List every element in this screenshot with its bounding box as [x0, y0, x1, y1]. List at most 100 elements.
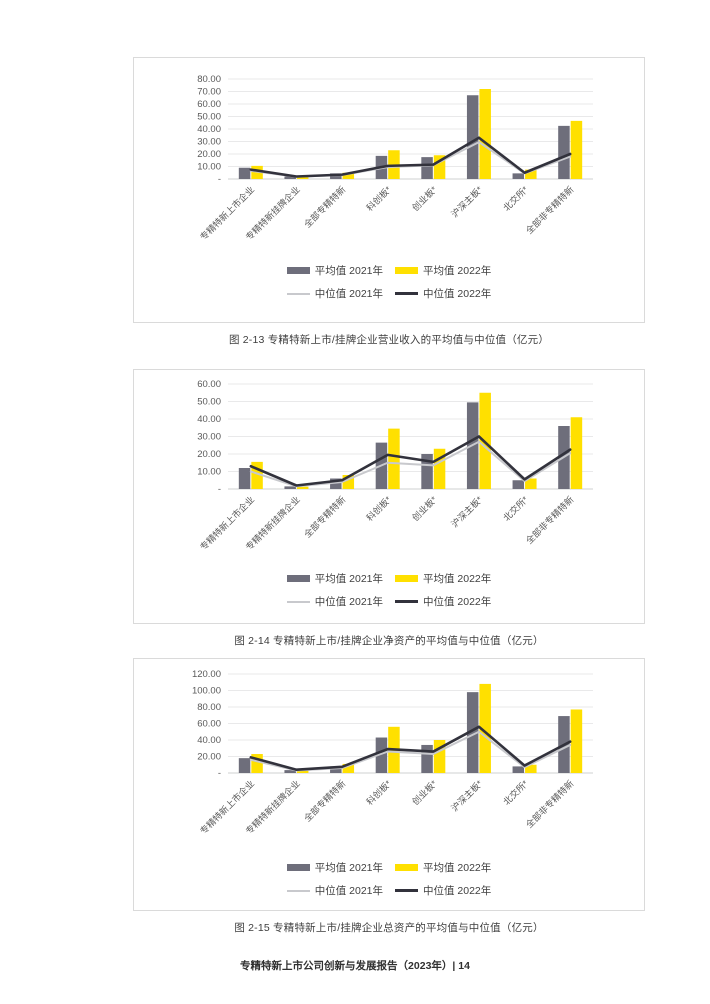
line-med-2022: [249, 435, 572, 487]
y-tick-label: 30.00: [197, 432, 221, 443]
bar-avg-2021: [512, 480, 525, 489]
y-tick-label: 20.00: [197, 449, 221, 460]
x-category-label: 全部非专精特新: [523, 494, 575, 546]
bar-avg-2021: [466, 95, 479, 179]
bar-avg-2022: [433, 155, 446, 179]
x-category-label: 创业板*: [409, 493, 439, 523]
line-med-2022: [249, 725, 572, 771]
y-tick-label: 10.00: [197, 162, 221, 173]
bar-avg-2021: [421, 454, 433, 489]
bar-avg-2021: [466, 692, 479, 773]
y-tick-label: 120.00: [192, 669, 221, 680]
bar-avg-2021: [284, 176, 296, 179]
legend-entry-med-2022: 中位值 2022年: [395, 883, 491, 898]
bar-avg-2021: [421, 157, 433, 179]
bar-avg-2022: [525, 764, 537, 773]
bar-avg-2022: [296, 176, 309, 179]
legend-row-med: 中位值 2021年 中位值 2022年: [286, 286, 492, 301]
bar-avg-2022: [342, 763, 355, 773]
legend-label-med-2021: 中位值 2021年: [314, 288, 383, 300]
legend-entry-med-2021: 中位值 2021年: [286, 594, 383, 609]
bar-avg-2022: [479, 89, 491, 179]
chart-legend: 平均值 2021年 平均值 2022年 中位值 2021年 中位值 2022年: [286, 263, 492, 301]
chart-2-15-canvas: -20.0040.0060.0080.00100.00120.00专精特新上市企…: [192, 669, 593, 836]
bar-avg-2022: [570, 417, 583, 489]
legend-swatch-med-2021-icon: [286, 600, 310, 603]
x-category-label: 北交所*: [501, 183, 531, 213]
y-tick-label: 30.00: [197, 137, 221, 148]
legend-label-avg-2021: 平均值 2021年: [314, 573, 383, 585]
line-med-2022: [249, 136, 572, 178]
legend-row-med: 中位值 2021年 中位值 2022年: [286, 594, 491, 609]
bar-avg-2022: [342, 475, 355, 489]
legend-label-avg-2021: 平均值 2021年: [314, 862, 383, 874]
legend-label-avg-2022: 平均值 2022年: [423, 265, 492, 277]
bar-avg-2021: [330, 478, 342, 489]
y-tick-label: -: [218, 484, 221, 495]
legend-label-avg-2022: 平均值 2022年: [423, 573, 492, 585]
bar-avg-2022: [251, 461, 263, 489]
chart-frame-2-13: -10.00 20.00 30.00 40.00 50.00 60.00 70.00 80.0…: [133, 57, 645, 323]
bar-avg-2022: [342, 172, 355, 179]
y-tick-label: 10.00: [197, 467, 221, 478]
x-category-label: 全部专精特新: [302, 494, 348, 540]
legend-row-med: 中位值 2021年 中位值 2022年: [286, 883, 491, 898]
y-tick-label: 60.00: [197, 99, 221, 110]
x-category-label: 创业板*: [409, 777, 439, 807]
bar-avg-2022: [296, 770, 309, 773]
figure-2-15-caption: 图 2-15 专精特新上市/挂牌企业总资产的平均值与中位值（亿元）: [234, 922, 544, 934]
legend-label-med-2022: 中位值 2022年: [423, 885, 492, 897]
legend-entry-avg-2022: 平均值 2022年: [395, 860, 491, 875]
x-category-label: 沪深主板*: [449, 777, 485, 813]
legend-swatch-med-2022-icon: [395, 292, 418, 295]
y-tick-label: 80.00: [197, 74, 221, 85]
bar-avg-2021: [284, 770, 296, 773]
legend-label-med-2022: 中位值 2022年: [423, 288, 492, 300]
y-tick-label: 100.00: [192, 686, 221, 697]
figure-2-13: -10.00 20.00 30.00 40.00 50.00 60.00 70.00 80.0…: [133, 57, 645, 347]
legend-swatch-avg-2022-icon: [395, 575, 418, 582]
y-tick-label: 40.00: [197, 735, 221, 746]
y-tick-label: 50.00: [197, 112, 221, 123]
y-tick-label: 20.00: [197, 752, 221, 763]
chart-frame-2-15: -20.00 40.00 60.00 80.00 100.00 120.00 专精特新上市企…: [133, 658, 645, 911]
legend-swatch-avg-2021-icon: [286, 575, 310, 582]
legend-swatch-avg-2021-icon: [286, 864, 310, 871]
bar-avg-2021: [284, 486, 296, 489]
y-tick-label: 40.00: [197, 124, 221, 135]
bar-avg-2022: [296, 486, 309, 489]
legend-swatch-med-2022-icon: [395, 600, 418, 603]
legend-entry-avg-2021: 平均值 2021年: [286, 263, 383, 278]
y-tick-label: 20.00: [197, 149, 221, 160]
legend-row-avg: 平均值 2021年 平均值 2022年: [286, 571, 491, 586]
figure-2-14-caption: 图 2-14 专精特新上市/挂牌企业净资产的平均值与中位值（亿元）: [234, 635, 544, 647]
bar-avg-2022: [388, 428, 400, 489]
y-tick-label: -: [218, 174, 221, 185]
bar-avg-2021: [238, 468, 251, 489]
x-category-label: 创业板*: [409, 183, 439, 213]
bar-avg-2022: [525, 169, 537, 179]
legend-entry-avg-2022: 平均值 2022年: [395, 571, 491, 586]
bar-avg-2022: [433, 448, 446, 489]
y-tick-label: 50.00: [197, 397, 221, 408]
figure-2-13-caption: 图 2-13 专精特新上市/挂牌企业营业收入的平均值与中位值（亿元）: [228, 334, 550, 346]
y-tick-label: -: [218, 768, 221, 779]
legend-label-med-2021: 中位值 2021年: [314, 885, 383, 897]
legend-swatch-med-2021-icon: [286, 292, 310, 295]
legend-swatch-avg-2022-icon: [395, 267, 418, 274]
legend-row-avg: 平均值 2021年 平均值 2022年: [286, 860, 491, 875]
x-category-label: 科创板*: [364, 183, 394, 213]
legend-label-med-2021: 中位值 2021年: [314, 596, 383, 608]
x-category-label: 科创板*: [364, 777, 394, 807]
bar-avg-2021: [512, 766, 525, 773]
legend-swatch-avg-2022-icon: [395, 864, 418, 871]
legend-label-avg-2022: 平均值 2022年: [423, 862, 492, 874]
bar-avg-2021: [330, 766, 342, 773]
bar-avg-2021: [375, 737, 388, 773]
bar-avg-2021: [238, 758, 251, 773]
legend-swatch-med-2021-icon: [286, 889, 310, 892]
x-category-label: 沪深主板*: [449, 493, 485, 529]
legend-swatch-avg-2021-icon: [286, 267, 310, 274]
x-category-label: 科创板*: [364, 493, 394, 523]
